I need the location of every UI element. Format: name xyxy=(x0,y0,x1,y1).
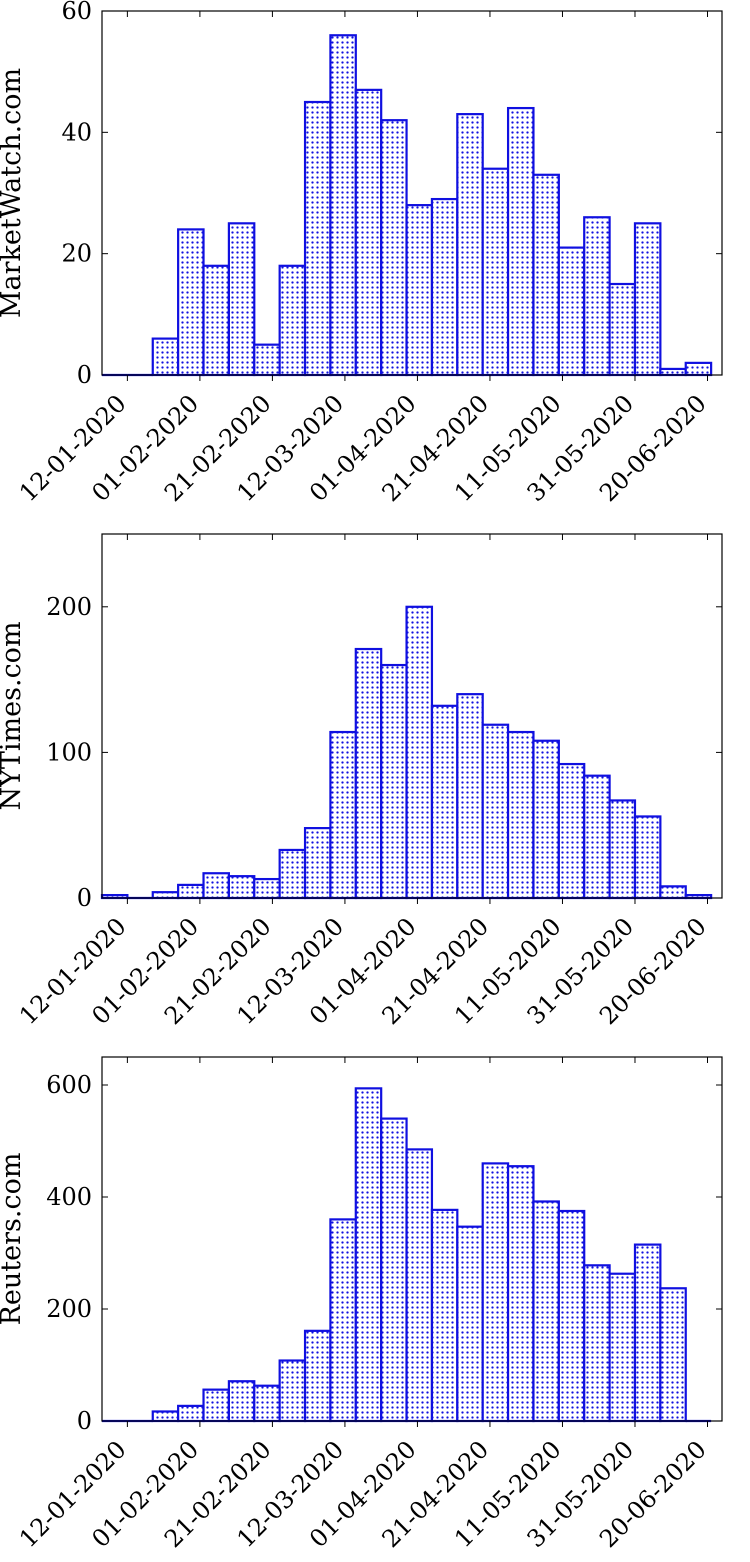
bar xyxy=(659,1287,687,1423)
bar xyxy=(177,1404,205,1423)
bar xyxy=(481,723,510,900)
bar xyxy=(506,1165,535,1423)
y-tick-label: 60 xyxy=(61,0,92,25)
bar xyxy=(557,246,586,377)
bar xyxy=(278,848,307,900)
bar xyxy=(354,647,383,900)
bar xyxy=(202,1388,231,1423)
bar xyxy=(202,264,231,377)
bar xyxy=(608,282,637,377)
bar xyxy=(278,1359,307,1423)
y-tick-label: 0 xyxy=(77,361,92,389)
bar xyxy=(151,337,180,377)
y-axis-label: Reuters.com xyxy=(0,1153,27,1326)
y-axis-label: NYTimes.com xyxy=(0,621,27,810)
bar xyxy=(303,100,332,377)
chart-panel-2: 010020012-01-202001-02-202021-02-202012-… xyxy=(0,533,723,1030)
axes-frame xyxy=(101,10,723,376)
bar xyxy=(405,605,434,900)
bar xyxy=(456,1225,484,1423)
bar xyxy=(506,730,535,900)
y-tick-label: 40 xyxy=(61,118,92,146)
bar xyxy=(202,872,231,900)
y-tick-label: 0 xyxy=(77,1407,92,1435)
bar xyxy=(354,1087,383,1423)
bar xyxy=(608,1272,637,1423)
bar xyxy=(532,739,560,900)
bar xyxy=(278,264,307,377)
bar xyxy=(177,228,205,377)
y-tick-label: 0 xyxy=(77,884,92,912)
bar xyxy=(227,1380,256,1423)
bar xyxy=(456,693,484,900)
bar xyxy=(684,361,713,377)
bar xyxy=(481,1162,510,1423)
bar xyxy=(303,827,332,900)
bar xyxy=(557,762,586,900)
bar xyxy=(608,799,637,900)
bar xyxy=(430,1208,459,1423)
y-tick-label: 100 xyxy=(46,738,92,766)
bar xyxy=(659,367,687,377)
bar xyxy=(329,34,357,377)
bar xyxy=(659,885,687,900)
bar xyxy=(303,1329,332,1423)
bar xyxy=(354,88,383,377)
bar xyxy=(506,106,535,377)
bar xyxy=(177,883,205,900)
bar xyxy=(253,1384,281,1423)
y-tick-label: 400 xyxy=(46,1183,92,1211)
bar xyxy=(253,877,281,900)
axes-frame xyxy=(101,1056,723,1422)
bar xyxy=(227,222,256,377)
y-axis-label: MarketWatch.com xyxy=(0,68,27,318)
bar xyxy=(329,1218,357,1423)
bar xyxy=(405,204,434,377)
y-tick-label: 200 xyxy=(46,593,92,621)
bar xyxy=(532,1200,560,1423)
bar xyxy=(151,1410,180,1423)
bar xyxy=(532,173,560,377)
bar xyxy=(583,216,611,377)
bar xyxy=(380,663,408,900)
y-tick-label: 20 xyxy=(61,240,92,268)
bar xyxy=(430,704,459,900)
bar xyxy=(405,1148,434,1423)
bar xyxy=(583,774,611,900)
axes-frame xyxy=(101,533,723,899)
bar xyxy=(633,1243,662,1423)
bar xyxy=(557,1209,586,1423)
bar xyxy=(329,730,357,900)
bar xyxy=(430,197,459,377)
bar xyxy=(633,815,662,900)
chart-panel-1: 020406012-01-202001-02-202021-02-202012-… xyxy=(0,0,723,507)
bar xyxy=(456,113,484,377)
y-tick-label: 600 xyxy=(46,1071,92,1099)
bar xyxy=(380,119,408,377)
bar xyxy=(253,343,281,377)
bar xyxy=(151,891,180,900)
y-tick-label: 200 xyxy=(46,1295,92,1323)
bar xyxy=(227,875,256,900)
bar xyxy=(583,1264,611,1423)
chart-panel-3: 020040060012-01-202001-02-202021-02-2020… xyxy=(0,1056,723,1553)
bar xyxy=(633,222,662,377)
bar xyxy=(481,167,510,377)
bar xyxy=(380,1117,408,1423)
